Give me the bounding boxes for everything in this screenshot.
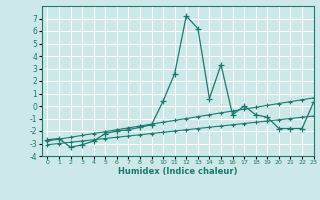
- X-axis label: Humidex (Indice chaleur): Humidex (Indice chaleur): [118, 167, 237, 176]
